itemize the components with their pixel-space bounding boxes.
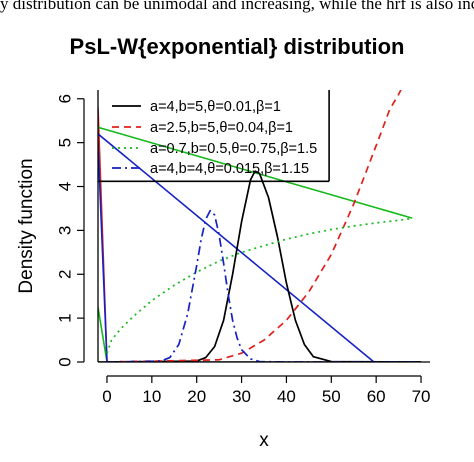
legend-label-2: a=2.5,b=5,θ=0.04,β=1	[150, 120, 293, 136]
y-tick-label: 1	[55, 313, 74, 322]
legend-label-3: a=0.7,b=0.5,θ=0.75,β=1.5	[150, 141, 317, 157]
series-line-4	[106, 209, 421, 362]
x-tick-label: 20	[187, 387, 206, 406]
y-tick-label: 0	[55, 357, 74, 366]
x-tick-label: 40	[277, 387, 296, 406]
reference-line-3	[98, 307, 108, 362]
chart-title: PsL-W{exponential} distribution	[69, 34, 405, 59]
caption-text: y distribution can be unimodal and incre…	[0, 0, 474, 13]
x-axis-label: x	[259, 430, 269, 451]
y-tick-label: 6	[55, 94, 74, 103]
reference-line-6	[98, 133, 375, 362]
series-line-3	[106, 217, 413, 354]
y-tick-label: 2	[55, 270, 74, 279]
legend-label-4: a=4,b=4,θ=0.015,β=1.15	[150, 161, 309, 177]
x-tick-label: 10	[142, 387, 161, 406]
axes-layer: 0 10 20 30 40 50 60 70 0 1 2 3 4 5 6	[55, 90, 430, 406]
x-tick-label: 30	[232, 387, 251, 406]
series-line-1	[106, 170, 422, 362]
legend-label-1: a=4,b=5,θ=0.01,β=1	[150, 99, 281, 115]
x-tick-label: 0	[102, 387, 111, 406]
y-tick-label: 4	[55, 182, 74, 191]
x-tick-label: 70	[412, 387, 431, 406]
y-tick-label: 3	[55, 226, 74, 235]
x-tick-label: 60	[367, 387, 386, 406]
y-axis-label: Density function	[16, 158, 37, 293]
legend-layer: a=4,b=5,θ=0.01,β=1 a=2.5,b=5,θ=0.04,β=1 a=…	[112, 99, 317, 177]
reference-line-5	[98, 142, 108, 362]
lines-layer	[98, 90, 422, 362]
x-tick-label: 50	[322, 387, 341, 406]
y-tick-label: 5	[55, 138, 74, 147]
